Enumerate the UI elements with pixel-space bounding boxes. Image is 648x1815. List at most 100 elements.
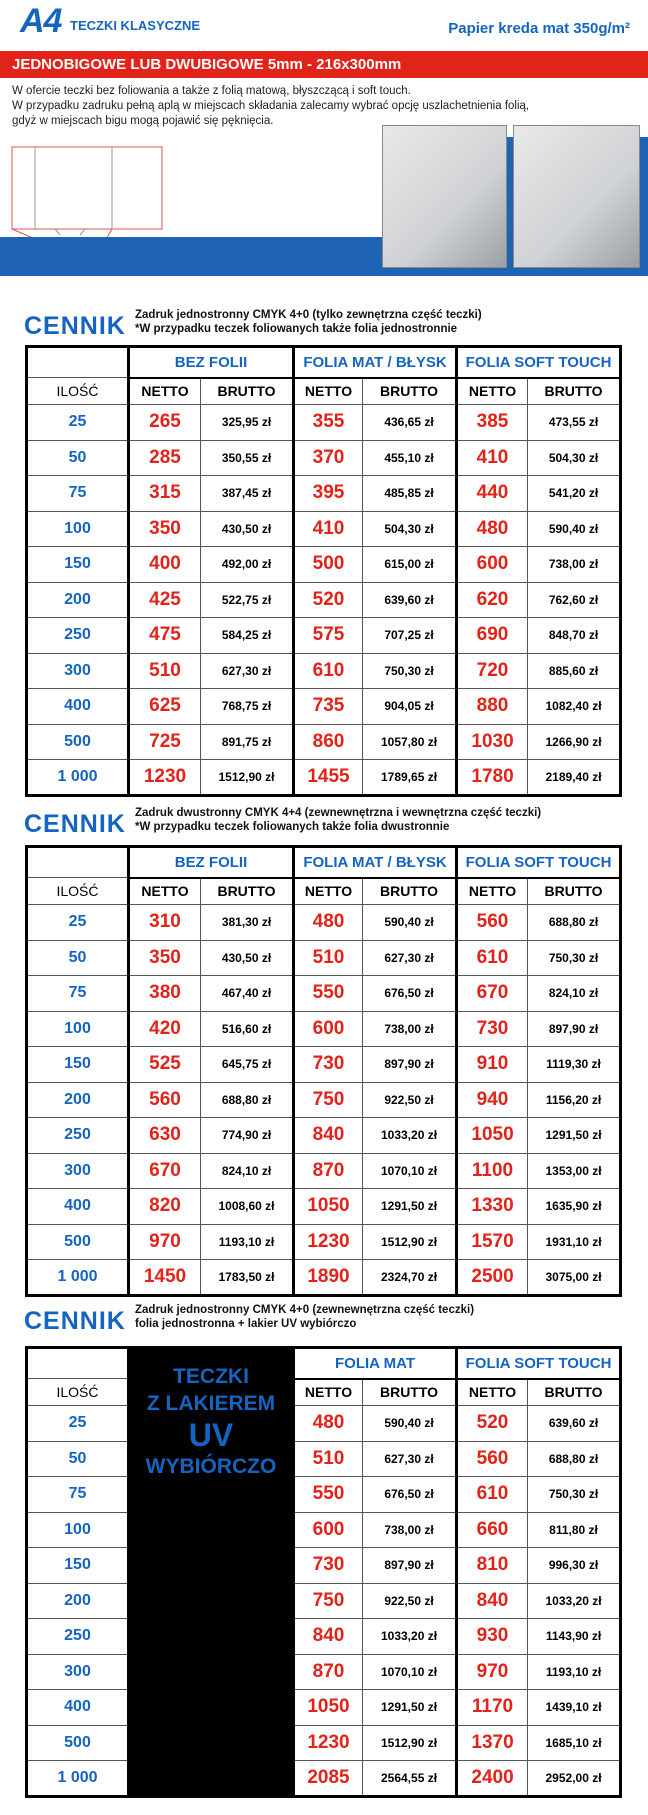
uv-block-line: Z LAKIEREM: [146, 1392, 276, 1415]
price-gross: 1119,30 zł: [527, 1046, 621, 1082]
uv-block: TECZKI Z LAKIEREM UV WYBIÓRCZO: [127, 1347, 294, 1797]
price-row: 250 475 584,25 zł 575 707,25 zł 690 848,70 zł: [26, 617, 621, 653]
price-net: 1230: [292, 1223, 363, 1260]
price-net: 510: [292, 939, 363, 976]
price-row: 200 425 522,75 zł 520 639,60 zł 620 762,60 zł: [26, 581, 621, 618]
price-gross: 738,00 zł: [361, 1511, 457, 1548]
price-net: 860: [292, 723, 363, 760]
price-gross: 768,75 zł: [200, 688, 294, 724]
price-net: 730: [455, 1010, 528, 1047]
price-net: 625: [127, 688, 201, 724]
quantity: 25: [26, 1405, 129, 1441]
column-header: NETTO: [455, 877, 528, 905]
price-gross: 750,30 zł: [527, 1476, 621, 1512]
quantity: 100: [26, 1511, 129, 1548]
qty-header: ILOŚĆ: [26, 877, 129, 905]
price-net: 380: [127, 975, 201, 1011]
quantity: 1 000: [26, 759, 129, 795]
price-gross: 1291,50 zł: [361, 1689, 457, 1725]
quantity: 300: [26, 1653, 129, 1690]
description-line: Zadruk dwustronny CMYK 4+4 (zewnewnętrzn…: [135, 807, 542, 819]
price-row: 25 310 381,30 zł 480 590,40 zł 560 688,80 zł: [26, 904, 621, 940]
quantity: 75: [26, 975, 129, 1011]
price-gross: 639,60 zł: [527, 1405, 621, 1441]
price-net: 425: [127, 581, 201, 618]
quantity: 400: [26, 1188, 129, 1224]
column-header: BRUTTO: [527, 1378, 621, 1406]
qty-header: ILOŚĆ: [26, 1378, 129, 1406]
price-gross: 541,20 zł: [527, 475, 621, 511]
price-row: 75 315 387,45 zł 395 485,85 zł 440 541,20 zł: [26, 475, 621, 511]
price-net: 500: [292, 546, 363, 582]
price-gross: 1156,20 zł: [527, 1081, 621, 1118]
price-net: 395: [292, 475, 363, 511]
quantity: 75: [26, 1476, 129, 1512]
intro-line: W ofercie teczki bez foliowania a także …: [12, 85, 411, 97]
product-photo: [513, 125, 640, 268]
price-net: 730: [292, 1547, 363, 1583]
price-net: 730: [292, 1046, 363, 1082]
column-header: NETTO: [292, 877, 363, 905]
price-net: 820: [127, 1188, 201, 1224]
price-gross: 688,80 zł: [527, 1440, 621, 1477]
quantity: 25: [26, 904, 129, 940]
price-row: 400 1050 1291,50 zł 1170 1439,10 zł: [26, 1689, 621, 1725]
price-row: 300 670 824,10 zł 870 1070,10 zł 1100 1353,00 …: [26, 1152, 621, 1189]
quantity: 25: [26, 404, 129, 440]
price-gross: 811,80 zł: [527, 1511, 621, 1548]
price-net: 910: [455, 1046, 528, 1082]
cennik-label: CENNIK: [24, 312, 126, 340]
price-gross: 2952,00 zł: [527, 1760, 621, 1796]
quantity: 200: [26, 1081, 129, 1118]
price-gross: 627,30 zł: [361, 939, 457, 976]
price-gross: 325,95 zł: [200, 404, 294, 440]
price-row: 25 265 325,95 zł 355 436,65 zł 385 473,55 zł: [26, 404, 621, 440]
subheader-row: ILOŚĆ NETTO BRUTTO NETTO BRUTTO: [26, 1378, 621, 1406]
price-net: 550: [292, 1476, 363, 1512]
price-net: 420: [127, 1010, 201, 1047]
price-row: 100 420 516,60 zł 600 738,00 zł 730 897,90 zł: [26, 1010, 621, 1047]
price-gross: 1266,90 zł: [527, 723, 621, 760]
empty-cell: [26, 1347, 129, 1379]
price-gross: 688,80 zł: [527, 904, 621, 940]
uv-block-line: UV: [188, 1417, 234, 1453]
price-net: 690: [455, 617, 528, 653]
group-header: BEZ FOLII: [127, 346, 294, 379]
quantity: 400: [26, 688, 129, 724]
price-net: 1330: [455, 1188, 528, 1224]
description-line: Zadruk jednostronny CMYK 4+0 (zewnewnętr…: [135, 1304, 475, 1316]
price-gross: 2564,55 zł: [361, 1760, 457, 1796]
price-gross: 1070,10 zł: [361, 1653, 457, 1690]
price-gross: 762,60 zł: [527, 581, 621, 618]
quantity: 250: [26, 617, 129, 653]
price-net: 520: [455, 1405, 528, 1441]
column-header: BRUTTO: [200, 377, 294, 405]
price-net: 970: [455, 1653, 528, 1690]
banner: JEDNOBIGOWE LUB DWUBIGOWE 5mm - 216x300m…: [0, 51, 648, 78]
column-header: BRUTTO: [361, 1378, 457, 1406]
quantity: 200: [26, 581, 129, 618]
price-net: 310: [127, 904, 201, 940]
price-gross: 504,30 zł: [361, 510, 457, 547]
description-line: *W przypadku teczek foliowanych także fo…: [135, 821, 450, 833]
price-gross: 430,50 zł: [200, 939, 294, 976]
column-header: NETTO: [127, 877, 201, 905]
price-gross: 897,90 zł: [361, 1046, 457, 1082]
group-header-row: BEZ FOLII FOLIA MAT / BŁYSK FOLIA SOFT TOU…: [26, 846, 621, 879]
price-gross: 774,90 zł: [200, 1117, 294, 1153]
price-net: 510: [127, 652, 201, 689]
column-header: NETTO: [292, 377, 363, 405]
price-gross: 1193,10 zł: [527, 1653, 621, 1690]
price-net: 870: [292, 1653, 363, 1690]
price-gross: 522,75 zł: [200, 581, 294, 618]
price-net: 1050: [292, 1188, 363, 1224]
price-row: 150 400 492,00 zł 500 615,00 zł 600 738,00 zł: [26, 546, 621, 582]
price-row: 25 480 590,40 zł 520 639,60 zł: [26, 1405, 621, 1441]
description-line: *W przypadku teczek foliowanych także fo…: [135, 323, 458, 335]
qty-header: ILOŚĆ: [26, 377, 129, 405]
price-gross: 1033,20 zł: [361, 1117, 457, 1153]
uv-block-line: TECZKI: [173, 1365, 249, 1388]
cennik-label: CENNIK: [24, 810, 126, 838]
price-gross: 824,10 zł: [527, 975, 621, 1011]
